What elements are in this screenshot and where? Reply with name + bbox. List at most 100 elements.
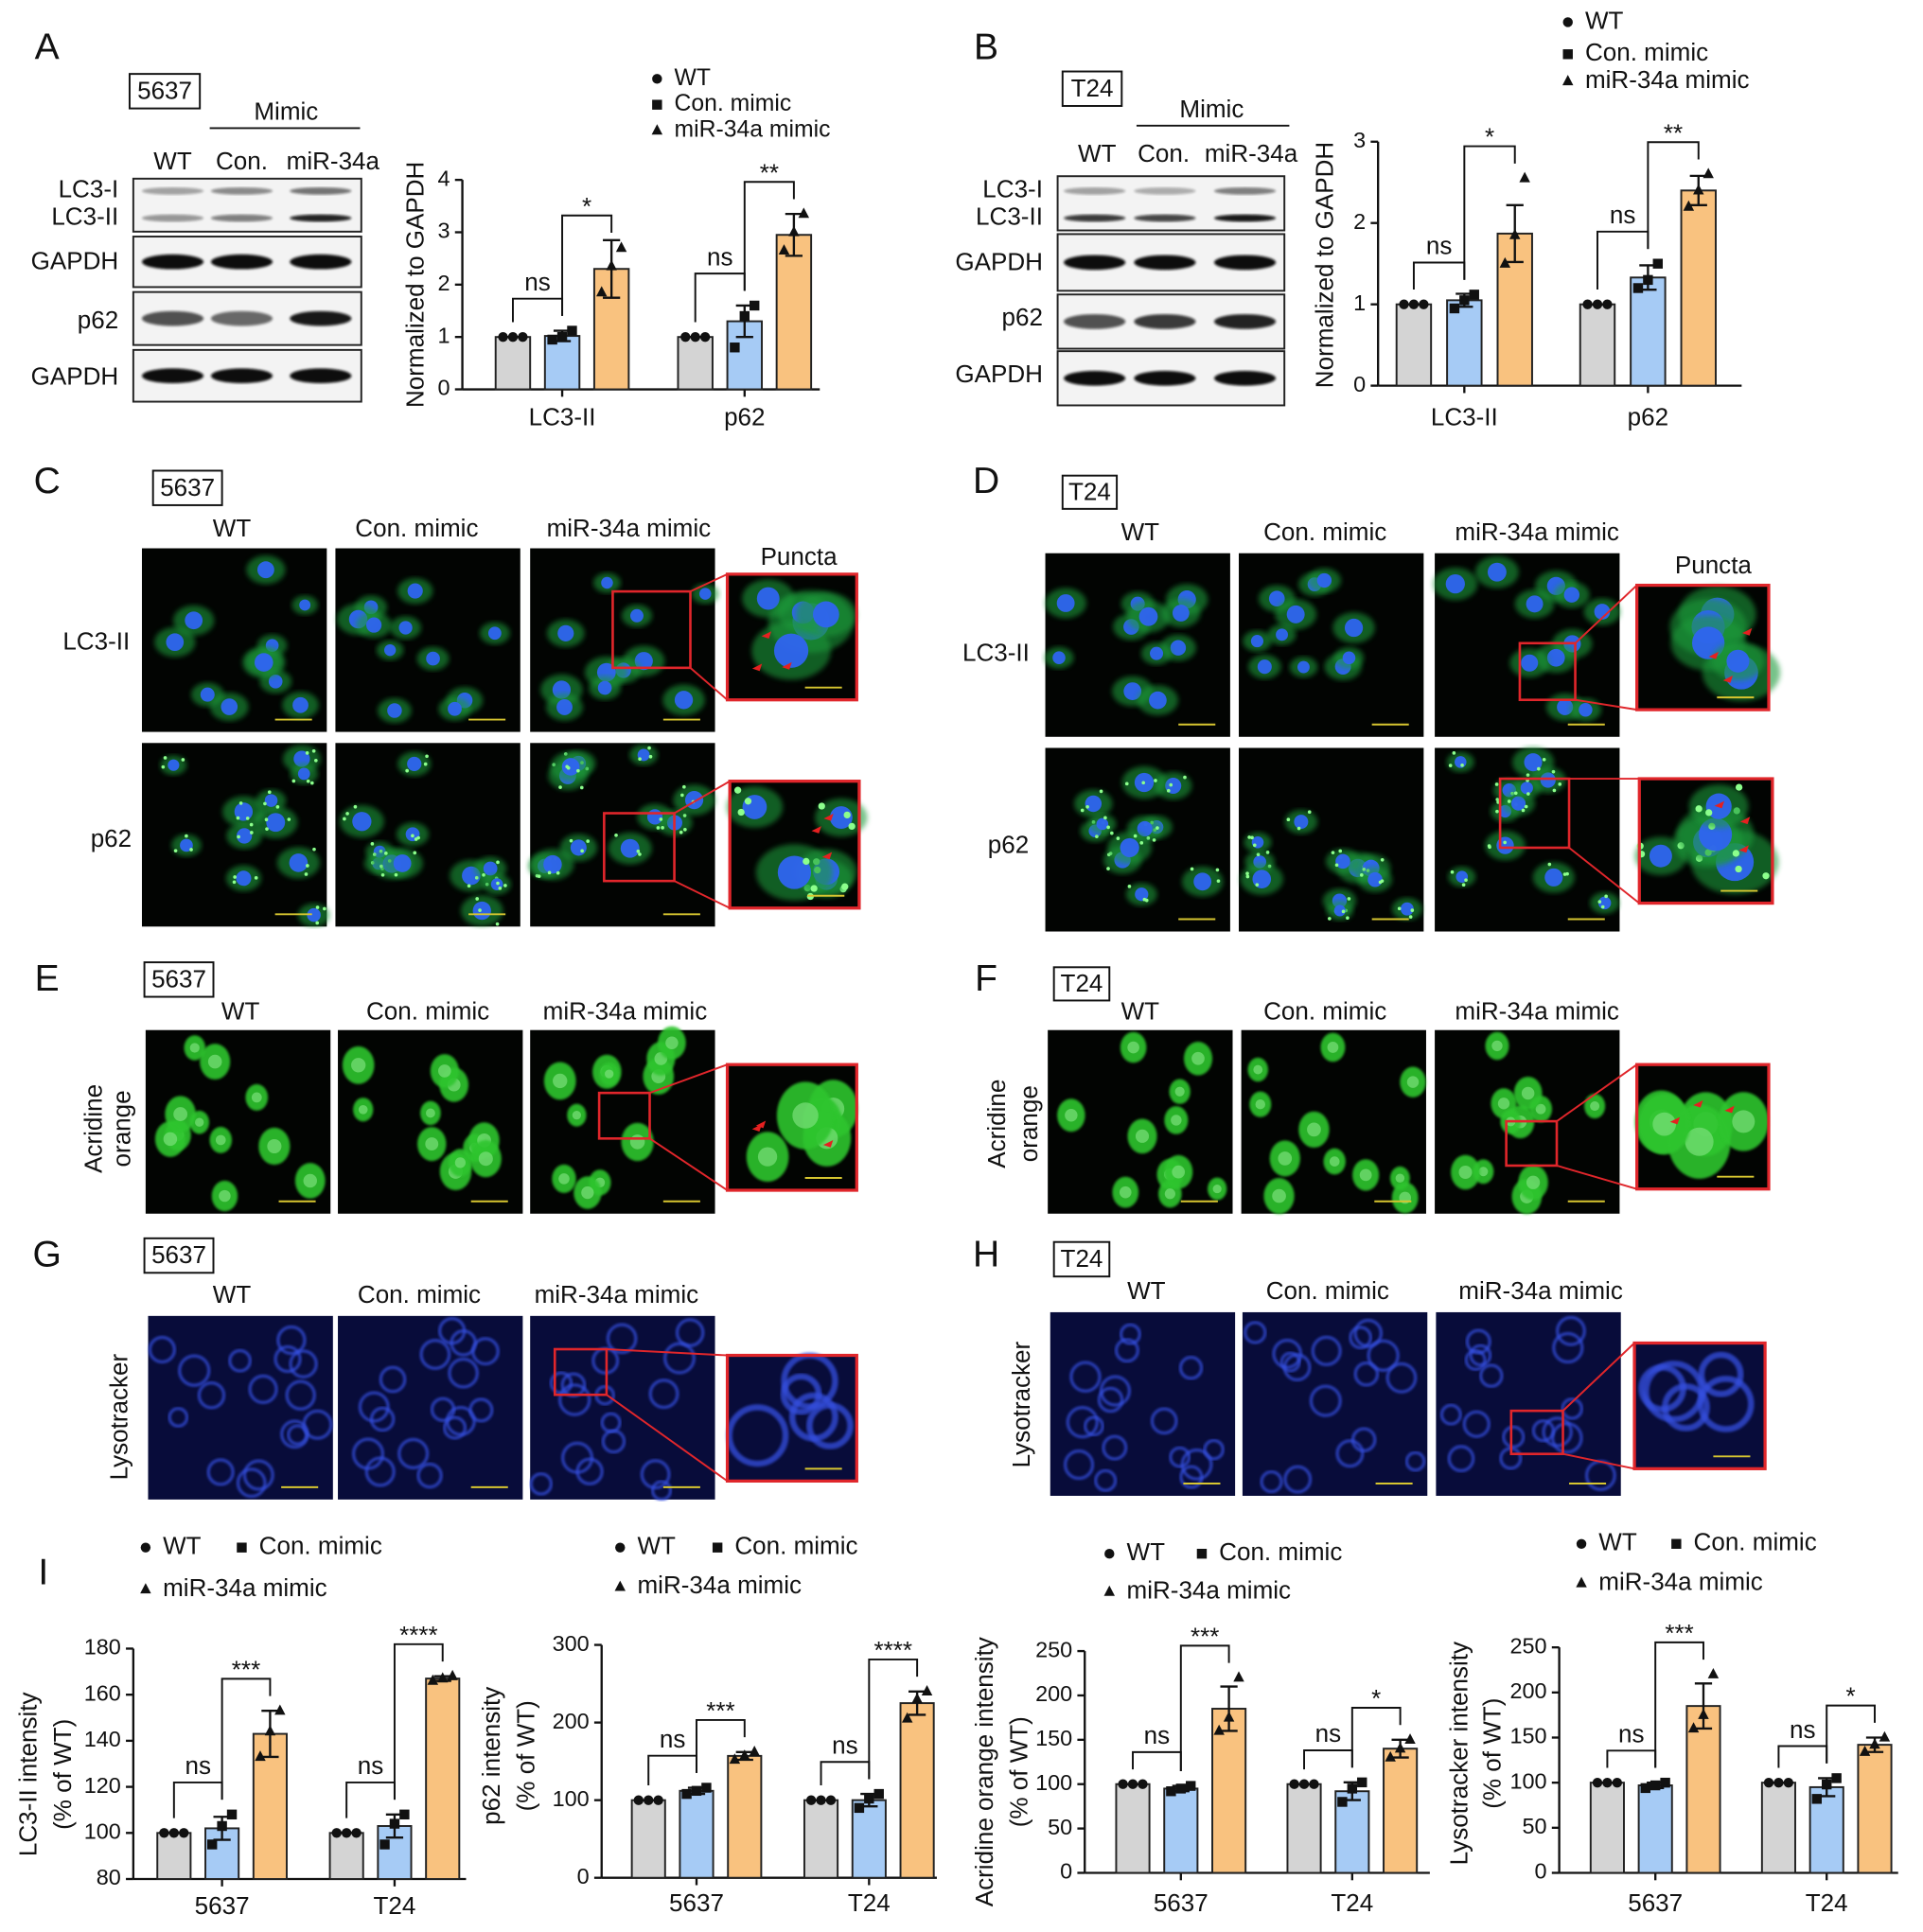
legend-label: Con. mimic bbox=[675, 91, 792, 116]
cell bbox=[1353, 1361, 1380, 1387]
point bbox=[518, 331, 528, 342]
panel-letter: C bbox=[34, 461, 61, 501]
point bbox=[498, 331, 508, 342]
arrowhead bbox=[822, 1139, 834, 1148]
bar bbox=[1211, 1708, 1247, 1874]
nucleus bbox=[1120, 837, 1139, 858]
legend-marker bbox=[1103, 1585, 1116, 1596]
puncta bbox=[249, 822, 254, 827]
cell-core bbox=[358, 1104, 368, 1115]
nucleus bbox=[1150, 646, 1164, 660]
column-label: Con. mimic bbox=[1263, 518, 1386, 546]
puncta bbox=[1334, 863, 1339, 868]
nucleus bbox=[1056, 594, 1075, 612]
nucleus bbox=[1276, 628, 1288, 641]
puncta bbox=[233, 875, 237, 879]
micrograph bbox=[530, 1315, 715, 1500]
zoom-connector bbox=[649, 1063, 728, 1095]
cell-core bbox=[251, 1092, 262, 1103]
y-tick-label: 2 bbox=[438, 271, 450, 295]
nucleus bbox=[1344, 618, 1364, 638]
bar bbox=[1685, 1705, 1721, 1874]
bar bbox=[543, 335, 581, 391]
nucleus bbox=[1170, 640, 1187, 656]
nucleus bbox=[629, 608, 644, 623]
puncta bbox=[1080, 808, 1085, 813]
cell bbox=[397, 1437, 430, 1469]
cell-line: T24 bbox=[1061, 969, 1103, 997]
significance-bracket bbox=[1179, 1644, 1230, 1771]
legend-marker bbox=[1562, 49, 1573, 60]
cell bbox=[1350, 1427, 1377, 1452]
cell-core bbox=[665, 1036, 679, 1049]
x-tick-label: p62 bbox=[1628, 403, 1668, 431]
cell bbox=[197, 1381, 226, 1410]
x-tick-label: LC3-II bbox=[1431, 403, 1498, 431]
puncta bbox=[1331, 851, 1335, 854]
puncta bbox=[1507, 799, 1511, 803]
point bbox=[606, 259, 617, 271]
nucleus bbox=[1563, 587, 1579, 603]
arrowhead bbox=[1741, 627, 1753, 636]
significance-bracket bbox=[172, 1781, 223, 1818]
puncta bbox=[1099, 789, 1103, 794]
puncta bbox=[1547, 862, 1552, 867]
point bbox=[1660, 1777, 1670, 1788]
puncta bbox=[1127, 885, 1132, 888]
puncta bbox=[1297, 826, 1301, 831]
zoom-box bbox=[725, 1063, 858, 1192]
nucleus bbox=[620, 838, 640, 858]
significance-bracket bbox=[221, 1677, 272, 1800]
legend-label: Con. mimic bbox=[1585, 38, 1708, 66]
puncta bbox=[1513, 791, 1518, 796]
point bbox=[730, 342, 740, 353]
puncta bbox=[647, 746, 651, 750]
puncta bbox=[848, 822, 856, 831]
row-label: p62 bbox=[91, 824, 132, 852]
column-label: WT bbox=[213, 1280, 252, 1308]
y-tick-label: 100 bbox=[1509, 1768, 1546, 1793]
nucleus bbox=[1400, 902, 1414, 916]
cell bbox=[1150, 1407, 1178, 1435]
panel-letter: B bbox=[974, 26, 998, 67]
nucleus bbox=[777, 855, 812, 889]
cell bbox=[788, 1392, 838, 1442]
nucleus bbox=[1193, 872, 1212, 891]
nucleus bbox=[297, 767, 310, 781]
significance-bracket bbox=[1303, 1749, 1353, 1770]
column-label: miR-34a mimic bbox=[1455, 996, 1619, 1025]
puncta bbox=[250, 831, 254, 834]
nucleus bbox=[1123, 682, 1142, 700]
puncta bbox=[312, 847, 316, 852]
puncta bbox=[1524, 804, 1528, 809]
blot-row-label: LC3-II bbox=[51, 202, 118, 230]
cell bbox=[1464, 1348, 1487, 1371]
cell bbox=[1367, 1339, 1400, 1372]
puncta bbox=[683, 827, 687, 832]
cell-core bbox=[1535, 1103, 1546, 1115]
legend-label: miR-34a mimic bbox=[1127, 1575, 1292, 1604]
zoom-box bbox=[1632, 1341, 1767, 1470]
legend-marker bbox=[1576, 1576, 1587, 1588]
puncta bbox=[1265, 851, 1270, 854]
puncta bbox=[181, 758, 185, 762]
stain-label: Acridine bbox=[79, 1084, 107, 1173]
blot-band bbox=[1064, 370, 1126, 386]
cell-core bbox=[605, 1069, 614, 1079]
y-tick-label: 300 bbox=[553, 1631, 590, 1656]
point bbox=[1811, 1794, 1823, 1804]
cell bbox=[1502, 1425, 1526, 1449]
blot-band bbox=[210, 368, 273, 384]
cell-core bbox=[1685, 1127, 1714, 1156]
puncta bbox=[841, 883, 849, 890]
nucleus bbox=[1085, 795, 1103, 813]
y-axis-label: (% of WT) bbox=[511, 1700, 539, 1811]
nucleus bbox=[1252, 869, 1272, 888]
nucleus bbox=[234, 802, 254, 821]
arrowhead bbox=[782, 661, 792, 670]
cell-core bbox=[1127, 1041, 1139, 1054]
nucleus bbox=[773, 633, 809, 668]
y-axis-label: Normalized to GAPDH bbox=[400, 162, 429, 408]
y-tick-label: 160 bbox=[84, 1680, 121, 1705]
significance-label: ns bbox=[1610, 201, 1636, 229]
